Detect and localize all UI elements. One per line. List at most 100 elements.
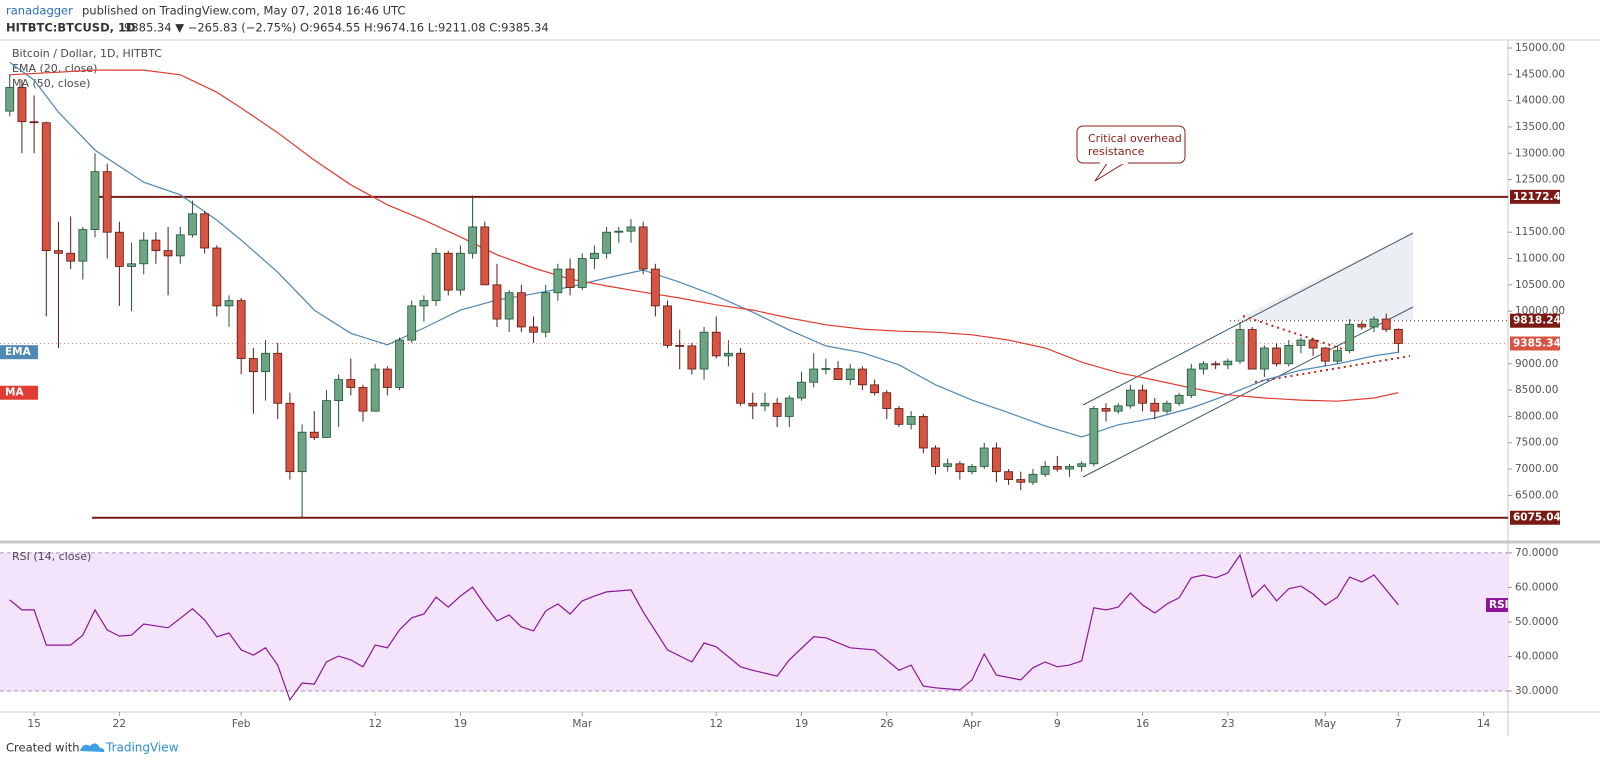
candle-body: [845, 368, 855, 380]
candle-body: [504, 292, 514, 320]
candle-body: [858, 368, 867, 386]
candle-body: [5, 87, 15, 112]
candle-body: [456, 252, 465, 291]
author[interactable]: ranadagger: [6, 4, 73, 18]
candle-body: [90, 171, 100, 230]
indicator-line: [9, 69, 1399, 402]
candle-body: [772, 402, 782, 417]
y-tick-label: 10500.00: [1515, 279, 1565, 291]
candle-body: [395, 339, 404, 388]
candle-body: [29, 121, 39, 124]
x-tick-label: 26: [880, 718, 894, 730]
candle-body: [468, 226, 478, 254]
candle-body: [1296, 339, 1306, 346]
candle-body: [382, 368, 392, 388]
x-tick-label: 19: [795, 718, 808, 730]
candle-body: [1162, 402, 1172, 412]
x-tick-label: Feb: [232, 718, 251, 730]
candle-body: [334, 379, 344, 402]
candle-body: [1040, 466, 1050, 475]
y-tick-label: 6500.00: [1515, 489, 1558, 501]
last-price-label-box: [1510, 336, 1560, 351]
candle-body: [748, 402, 758, 407]
candle-body: [358, 387, 368, 412]
candle-body: [711, 331, 721, 357]
candle-body: [480, 226, 490, 286]
candle-body: [370, 368, 380, 412]
candle-body: [955, 463, 965, 473]
candle-body: [577, 258, 587, 288]
candle-body: [626, 226, 636, 232]
candle-body: [163, 250, 173, 257]
candle-body: [736, 352, 746, 404]
x-tick-label: 14: [1477, 718, 1491, 730]
x-tick-label: 9: [1054, 718, 1061, 730]
rsi-tag: RSI: [1489, 599, 1509, 611]
scale-tag: MA: [5, 387, 24, 399]
x-tick-label: Apr: [963, 718, 982, 730]
triangle-lower: [1254, 355, 1411, 383]
x-tick-label: 22: [113, 718, 126, 730]
indicator-line: [9, 61, 1399, 438]
level-label-box: [1510, 189, 1560, 204]
candle-body: [309, 431, 319, 438]
y-tick-label: 30.0000: [1515, 685, 1558, 697]
candle-body: [529, 326, 538, 333]
candle-body: [724, 352, 733, 357]
candle-body: [967, 466, 977, 473]
candle-body: [1333, 350, 1342, 362]
candle-body: [784, 397, 794, 417]
candle-body: [1174, 394, 1184, 404]
candle-body: [114, 231, 124, 267]
candle-body: [797, 381, 806, 399]
candle-body: [992, 447, 1001, 473]
candle-body: [41, 122, 51, 252]
callout-text: resistance: [1088, 145, 1145, 158]
y-tick-label: 8000.00: [1515, 410, 1558, 422]
x-tick-label: May: [1314, 718, 1336, 730]
y-tick-label: 60.0000: [1515, 581, 1558, 593]
candle-body: [346, 379, 356, 388]
candle-body: [821, 368, 831, 370]
footer-created: Created with: [6, 741, 80, 755]
candle-body: [1077, 463, 1087, 467]
y-tick-label: 70.0000: [1515, 547, 1558, 559]
candle-body: [297, 431, 307, 473]
candle-body: [1028, 473, 1038, 483]
candle-body: [979, 447, 989, 467]
candle-body: [516, 292, 526, 328]
candle-body: [1247, 329, 1257, 370]
candle-body: [224, 300, 234, 307]
candle-body: [66, 252, 76, 262]
candle-body: [139, 239, 149, 265]
candle-body: [1223, 360, 1233, 366]
scale-tag-box: [0, 345, 38, 360]
y-tick-label: 12500.00: [1515, 174, 1565, 186]
candle-body: [1259, 347, 1269, 370]
candle-body: [285, 402, 295, 473]
candle-body: [663, 305, 672, 346]
level-label: 6075.04: [1513, 512, 1561, 524]
x-tick-label: 19: [454, 718, 467, 730]
candle-body: [553, 268, 563, 294]
candle-body: [1393, 328, 1403, 344]
last-price-label: 9385.34: [1513, 338, 1561, 350]
candle-body: [78, 229, 88, 262]
x-tick-label: Mar: [572, 718, 592, 730]
candle-body: [1308, 339, 1318, 349]
footer-brand[interactable]: TradingView: [105, 741, 179, 755]
channel-lower: [1082, 306, 1414, 478]
candle-body: [261, 352, 270, 373]
candle-body: [17, 87, 27, 123]
brand-logo[interactable]: [80, 743, 105, 752]
candle-body: [809, 368, 819, 383]
level-label-box: [1510, 313, 1560, 328]
legend-entry: MA (50, close): [12, 77, 90, 90]
candle-body: [127, 263, 136, 267]
candle-body: [492, 284, 502, 320]
x-tick-label: 12: [710, 718, 723, 730]
candle-body: [541, 292, 551, 333]
chart-title: Bitcoin / Dollar, 1D, HITBTC: [12, 47, 162, 60]
candle-body: [407, 305, 417, 341]
level-label: 12172.43: [1513, 191, 1568, 203]
